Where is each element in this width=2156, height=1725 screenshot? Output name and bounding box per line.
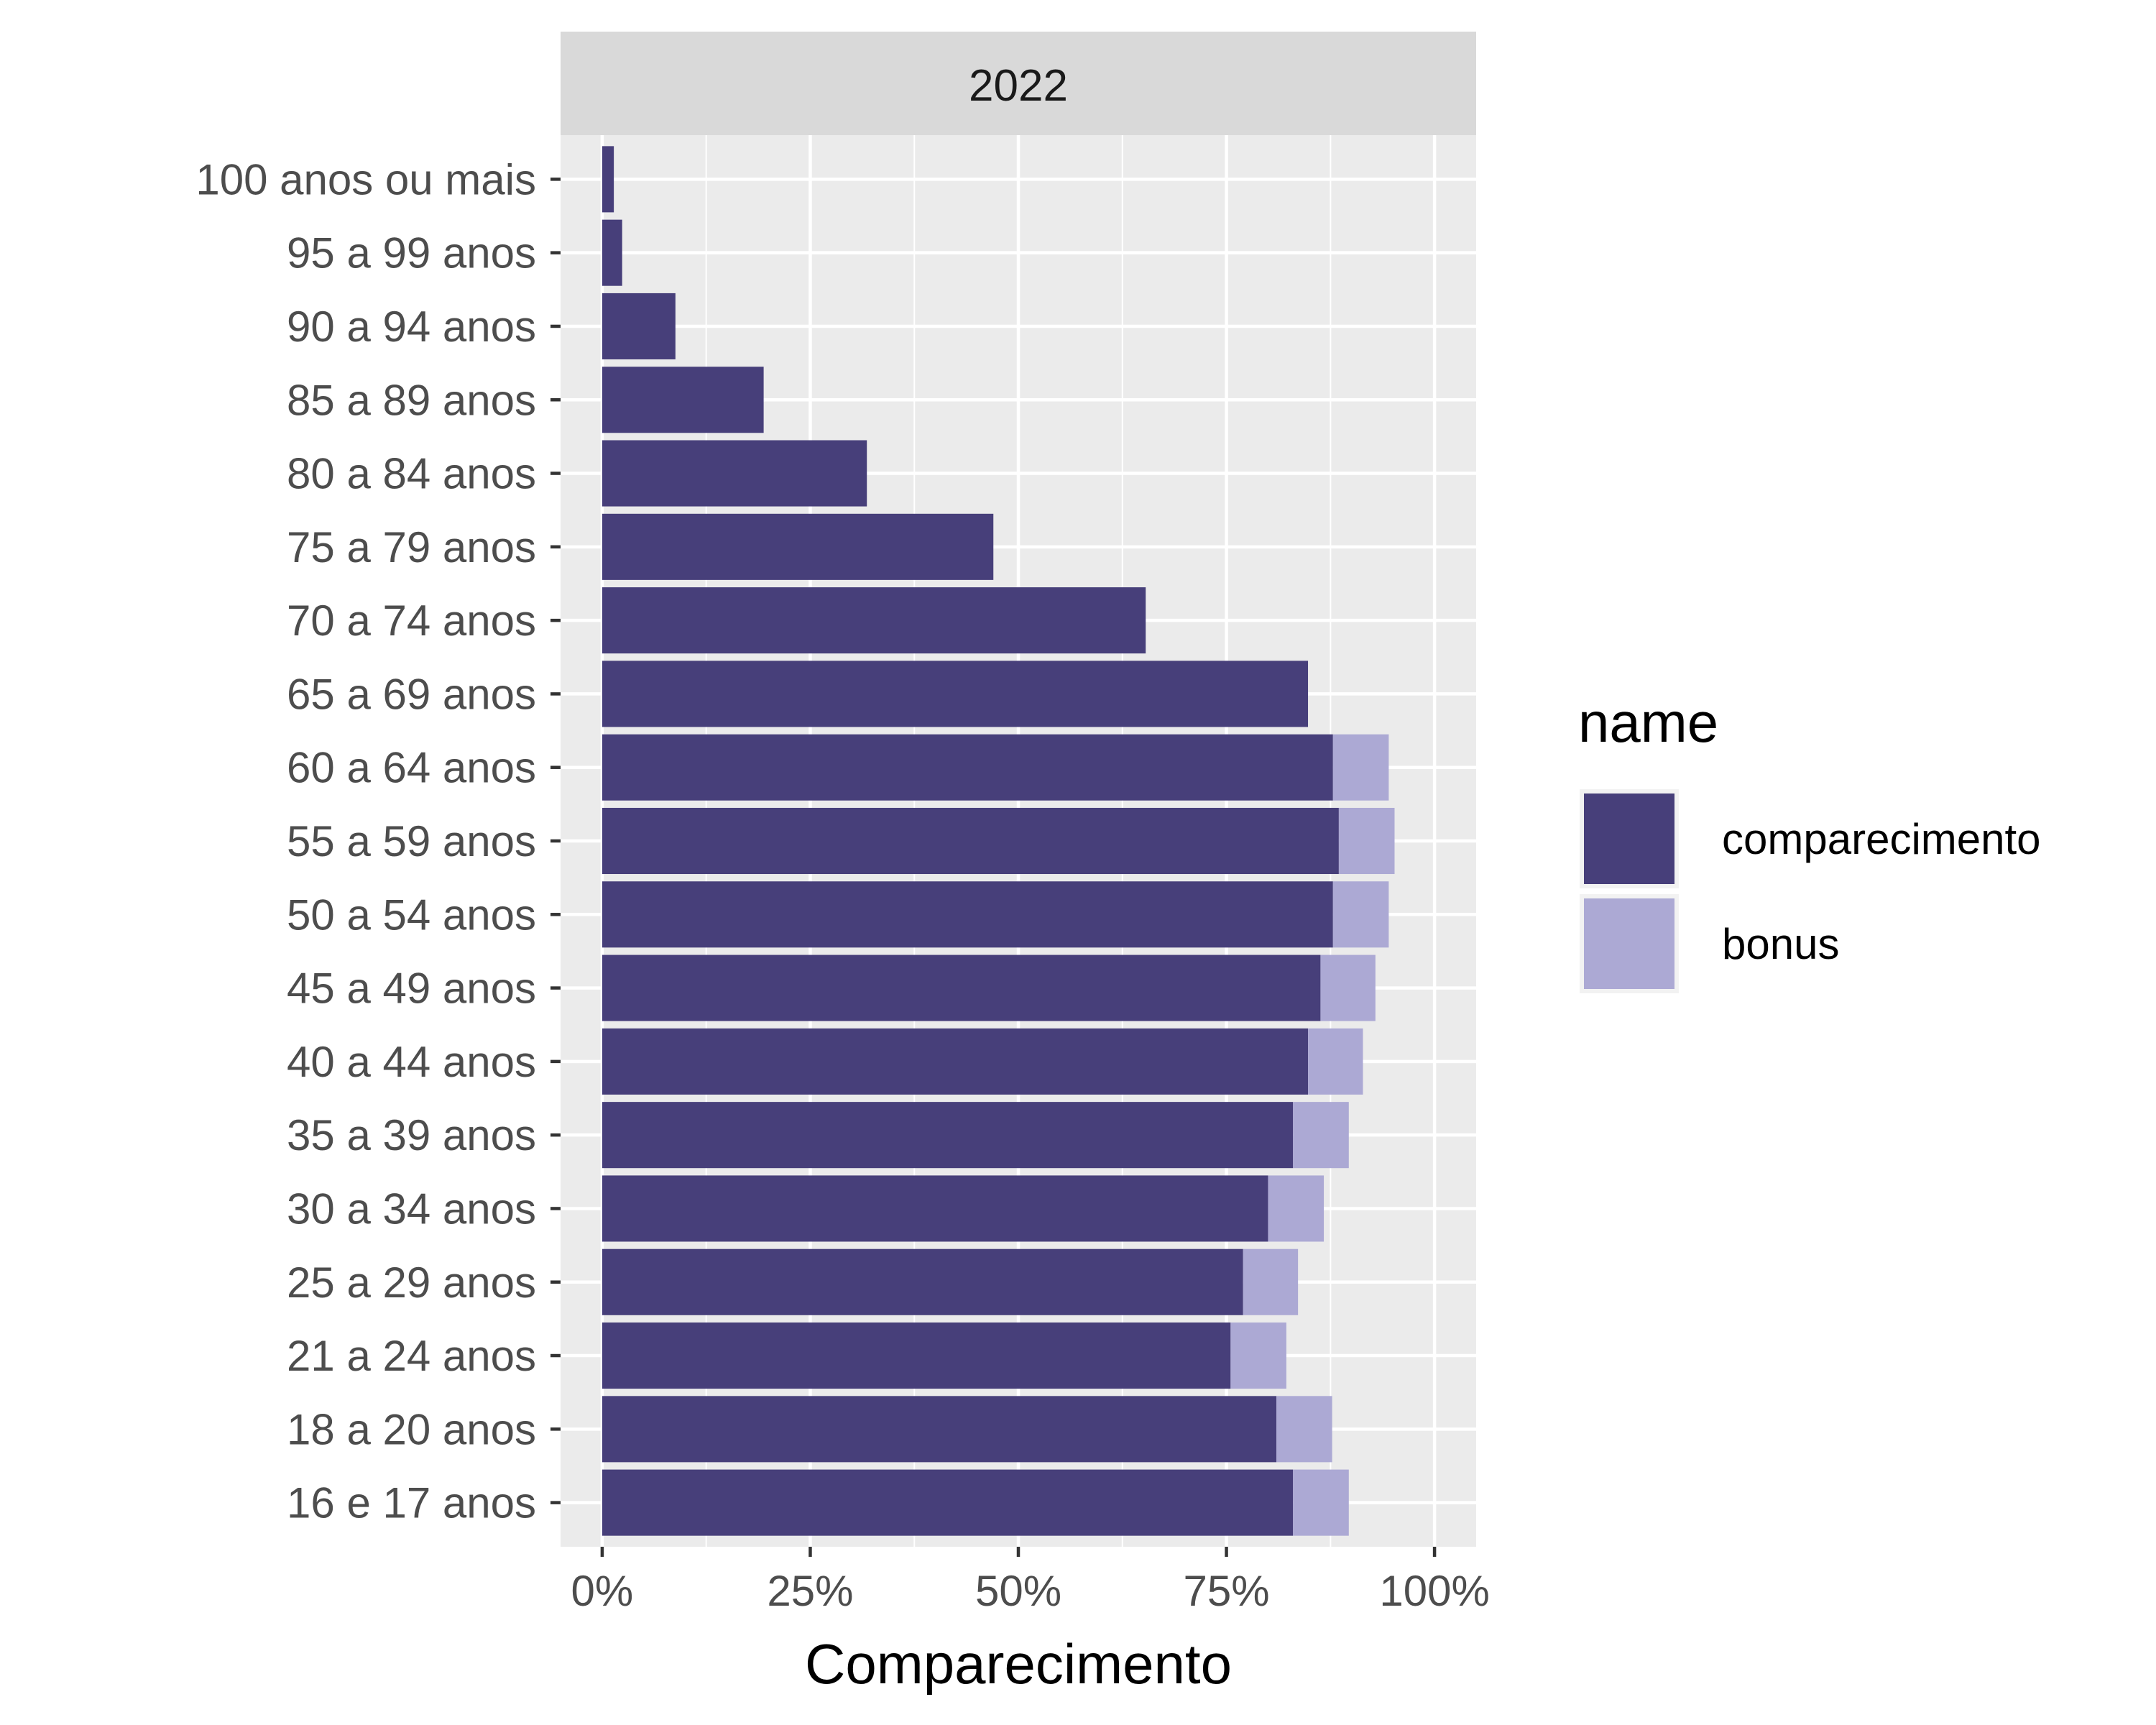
y-tick-label: 90 a 94 anos	[287, 303, 536, 351]
legend-key-comparecimento	[1584, 794, 1674, 884]
x-tick-label: 100%	[1379, 1567, 1489, 1615]
bar-comparecimento	[602, 1396, 1277, 1463]
bar-bonus	[1293, 1102, 1349, 1169]
bar-bonus	[1332, 734, 1389, 801]
bar-bonus	[1293, 1469, 1349, 1536]
y-tick-label: 75 a 79 anos	[287, 523, 536, 571]
y-tick-label: 85 a 89 anos	[287, 376, 536, 424]
legend-items: comparecimento bonus	[1580, 789, 2041, 993]
bar-comparecimento	[602, 807, 1339, 875]
bar-comparecimento	[602, 1102, 1294, 1169]
x-tick-label: 0%	[571, 1567, 634, 1615]
x-axis: 0% 25% 50% 75% 100%	[571, 1547, 1490, 1615]
bar-comparecimento	[602, 661, 1309, 727]
y-tick-label: 80 a 84 anos	[287, 450, 536, 498]
y-tick-label: 70 a 74 anos	[287, 597, 536, 645]
y-tick-label: 16 e 17 anos	[287, 1479, 536, 1527]
x-tick-label: 75%	[1183, 1567, 1269, 1615]
facet-label: 2022	[969, 61, 1068, 111]
legend-label-comparecimento: comparecimento	[1722, 815, 2041, 863]
y-tick-label: 60 a 64 anos	[287, 744, 536, 792]
bar-bonus	[1276, 1396, 1332, 1463]
y-tick-label: 30 a 34 anos	[287, 1184, 536, 1233]
x-tick-label: 50%	[975, 1567, 1061, 1615]
y-tick-label: 40 a 44 anos	[287, 1038, 536, 1086]
bar-comparecimento	[602, 587, 1146, 654]
facet-strip	[561, 32, 1476, 135]
legend-label-bonus: bonus	[1722, 920, 1839, 968]
bar-bonus	[1332, 881, 1389, 948]
bar-comparecimento	[602, 367, 764, 433]
bar-comparecimento	[602, 513, 994, 580]
y-tick-label: 50 a 54 anos	[287, 891, 536, 939]
y-tick-label: 35 a 39 anos	[287, 1111, 536, 1159]
bar-comparecimento	[602, 1469, 1294, 1536]
legend-key-bonus	[1584, 898, 1674, 989]
bar-bonus	[1320, 954, 1376, 1021]
y-tick-label: 95 a 99 anos	[287, 229, 536, 277]
bar-comparecimento	[602, 1248, 1243, 1315]
legend: name comparecimento bonus	[1578, 691, 2041, 993]
bar-comparecimento	[602, 1175, 1268, 1242]
bar-comparecimento	[602, 1028, 1309, 1095]
bar-comparecimento	[602, 954, 1321, 1021]
x-tick-label: 25%	[767, 1567, 853, 1615]
bar-comparecimento	[602, 219, 622, 286]
bar-bonus	[1243, 1248, 1299, 1315]
y-tick-label: 55 a 59 anos	[287, 817, 536, 865]
bars	[602, 146, 1395, 1536]
y-tick-label: 100 anos ou mais	[195, 155, 536, 203]
bar-comparecimento	[602, 146, 614, 213]
y-tick-label: 21 a 24 anos	[287, 1332, 536, 1380]
bar-bonus	[1268, 1175, 1325, 1242]
x-axis-title: Comparecimento	[805, 1632, 1232, 1696]
bar-comparecimento	[602, 1322, 1231, 1389]
bar-comparecimento	[602, 293, 676, 359]
y-tick-label: 45 a 49 anos	[287, 965, 536, 1013]
bar-bonus	[1338, 807, 1395, 875]
bar-bonus	[1308, 1028, 1363, 1095]
y-tick-label: 65 a 69 anos	[287, 670, 536, 718]
y-axis: 16 e 17 anos 18 a 20 anos 21 a 24 anos 25 a…	[195, 155, 561, 1527]
legend-title: name	[1578, 691, 1718, 754]
bar-comparecimento	[602, 734, 1333, 801]
y-tick-label: 25 a 29 anos	[287, 1259, 536, 1307]
bar-comparecimento	[602, 881, 1333, 948]
bar-bonus	[1230, 1322, 1286, 1389]
bar-comparecimento	[602, 440, 867, 507]
y-tick-label: 18 a 20 anos	[287, 1405, 536, 1453]
